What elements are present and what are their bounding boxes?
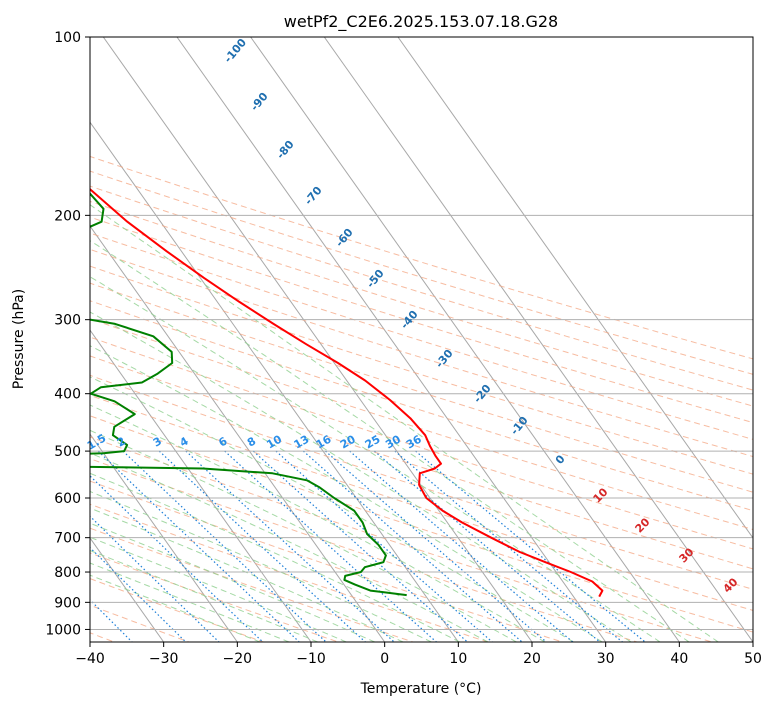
x-tick-label: 0	[380, 651, 389, 667]
moist-adiabat-line	[90, 507, 404, 642]
mixing-ratio-line	[90, 515, 220, 642]
y-tick-label: 900	[54, 595, 81, 611]
temperature-line	[90, 187, 604, 598]
profile-series	[90, 187, 604, 598]
dry-adiabat-line	[90, 436, 712, 642]
moist-adiabat-line	[90, 472, 460, 642]
mixing-ratio-line	[90, 475, 264, 642]
y-tick-label: 500	[54, 444, 81, 460]
x-tick-label: 30	[597, 651, 615, 667]
x-tick-label: −10	[296, 651, 326, 667]
moist-adiabat-line	[90, 276, 661, 642]
y-tick-label: 700	[54, 531, 81, 547]
dry-adiabat-line	[90, 552, 339, 642]
isotherm-line	[90, 121, 459, 642]
dry-adiabat-line	[90, 415, 753, 633]
moist-adiabat-line	[90, 240, 690, 642]
y-tick-label: 200	[54, 208, 81, 224]
mixing-ratio-line	[415, 450, 646, 642]
isotherm-line	[323, 37, 753, 642]
x-axis-title: Temperature (°C)	[360, 681, 482, 697]
isotherm-line	[397, 37, 753, 539]
dry-adiabat-line	[90, 480, 563, 642]
y-tick-label: 600	[54, 491, 81, 507]
x-tick-label: 10	[449, 651, 467, 667]
moist-adiabat-line	[90, 522, 375, 642]
isotherm-line	[176, 37, 607, 642]
chart-title: wetPf2_C2E6.2025.153.07.18.G28	[284, 12, 558, 32]
pressure-gridlines	[90, 37, 753, 630]
y-tick-label: 400	[54, 387, 81, 403]
isotherm-line	[250, 37, 680, 642]
dry-adiabat-line	[90, 527, 414, 642]
isotherm-line	[90, 433, 238, 642]
moist-adiabat-line	[90, 562, 290, 642]
dry-adiabat-line	[90, 200, 753, 407]
plot-frame	[89, 36, 754, 643]
x-tick-label: 40	[670, 651, 688, 667]
isotherm-line	[90, 225, 386, 642]
y-tick-label: 800	[54, 565, 81, 581]
x-axis-ticks: −40 −30 −20 −10 0 10 20 30 40 50	[75, 642, 762, 667]
mixing-ratio-line	[224, 450, 437, 642]
dry-adiabat-line	[90, 318, 753, 531]
isotherm-line	[90, 537, 165, 642]
moist-adiabat-line	[90, 376, 574, 642]
x-tick-label: −30	[149, 651, 179, 667]
dewpoint-line	[90, 192, 407, 597]
y-tick-label: 100	[54, 30, 81, 46]
dry-adiabat-line	[90, 185, 753, 391]
moist-adiabat-line	[90, 452, 489, 642]
y-tick-label: 1000	[45, 622, 81, 638]
mixing-ratio-line	[122, 450, 327, 642]
y-axis-ticks: 100 200 300 400 500 600 700 800 900 1000	[45, 30, 90, 638]
moist-adiabat-line	[90, 404, 546, 642]
mixing-ratio-line	[275, 450, 493, 642]
x-tick-label: −40	[75, 651, 105, 667]
dry-adiabat-line	[90, 355, 753, 570]
dry-adiabat-line	[90, 170, 753, 375]
dry-adiabat-line	[90, 503, 488, 642]
dry-adiabat-line	[90, 578, 264, 642]
y-tick-label: 300	[54, 313, 81, 329]
moist-adiabat-line	[90, 549, 318, 642]
x-tick-label: 20	[523, 651, 541, 667]
x-tick-label: −20	[223, 651, 253, 667]
y-axis-title: Pressure (hPa)	[11, 289, 27, 389]
dry-adiabat-line	[90, 155, 753, 360]
moist-adiabat-line	[90, 574, 261, 642]
mixing-ratio-line	[349, 450, 574, 642]
x-tick-label: 50	[744, 651, 762, 667]
mixing-ratio-line	[158, 450, 366, 642]
mixing-ratio-line	[302, 450, 523, 642]
dry-adiabat-line	[90, 300, 753, 512]
moist-adiabat-line	[90, 204, 719, 642]
